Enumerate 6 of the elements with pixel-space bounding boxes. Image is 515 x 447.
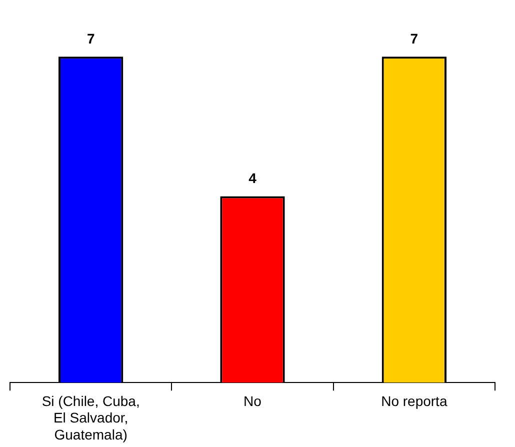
data-label: 7: [86, 30, 95, 46]
data-label: 4: [248, 170, 257, 186]
x-tick-label: Si (Chile, Cuba, El Salvador, Guatemala): [42, 392, 140, 442]
x-tick-label: No: [244, 392, 262, 409]
data-label: 7: [410, 30, 418, 46]
x-tick-label: No reporta: [381, 392, 448, 409]
